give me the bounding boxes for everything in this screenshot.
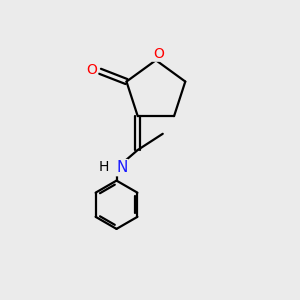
Text: N: N [116, 160, 128, 175]
Text: O: O [153, 47, 164, 61]
Text: H: H [99, 160, 109, 174]
Text: O: O [86, 63, 97, 77]
